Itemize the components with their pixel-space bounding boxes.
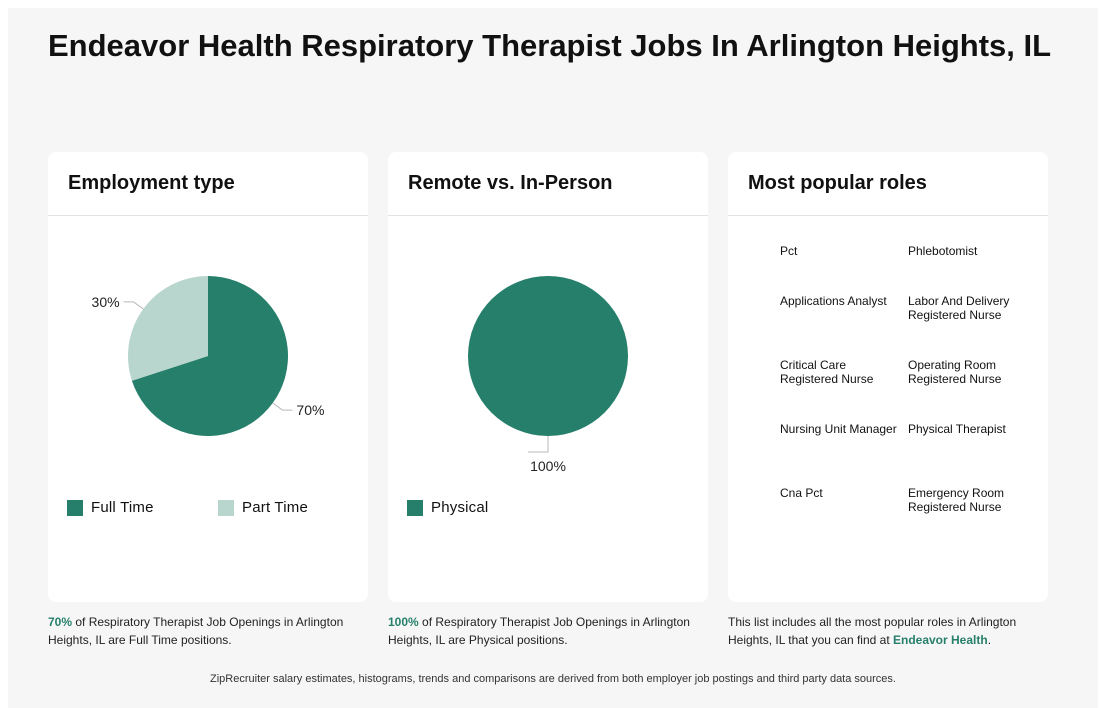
remote-pie-chart: 100% (468, 276, 628, 474)
role-item[interactable]: Operating Room Registered Nurse (908, 358, 1002, 386)
footer-note: ZipRecruiter salary estimates, histogram… (210, 673, 896, 685)
remote-vs-in-person-title: Remote vs. In-Person (408, 172, 613, 194)
legend-swatch (218, 500, 234, 516)
caption-highlight: 70% (48, 615, 73, 629)
pie-slice-label: 30% (92, 294, 120, 310)
pie-slice-label: 70% (296, 402, 324, 418)
caption-text: of Respiratory Therapist Job Openings in… (388, 615, 690, 647)
employment-type-card: Employment type 70% 30% Full Time Part Tim… (48, 152, 368, 602)
pie-slice-physical[interactable] (468, 276, 628, 436)
legend-swatch (67, 500, 83, 516)
pie-leader-line (272, 402, 293, 411)
role-item[interactable]: Physical Therapist (908, 422, 1006, 436)
employment-caption: 70% of Respiratory Therapist Job Opening… (48, 613, 368, 649)
card-header: Employment type (48, 152, 368, 216)
role-item[interactable]: Nursing Unit Manager (780, 422, 897, 436)
legend-label: Physical (431, 499, 489, 516)
employment-pie-chart: 70% 30% (92, 276, 324, 436)
role-item[interactable]: Phlebotomist (908, 244, 978, 258)
remote-caption: 100% of Respiratory Therapist Job Openin… (388, 613, 708, 649)
role-item[interactable]: Critical Care Registered Nurse (780, 358, 874, 386)
pie-leader-line (123, 301, 144, 310)
pie-leader-line (528, 436, 549, 453)
card-header: Most popular roles (728, 152, 1048, 216)
caption-highlight: 100% (388, 615, 419, 629)
legend-label: Full Time (91, 499, 154, 516)
role-item[interactable]: Labor And Delivery Registered Nurse (908, 294, 1010, 322)
caption-text: This list includes all the most popular … (728, 615, 1017, 647)
role-item[interactable]: Cna Pct (780, 486, 823, 500)
caption-end: . (987, 633, 992, 647)
role-item[interactable]: Pct (780, 244, 798, 258)
role-item[interactable]: Applications Analyst (780, 294, 887, 308)
legend-swatch (407, 500, 423, 516)
roles-caption: This list includes all the most popular … (728, 613, 1048, 649)
employer-link[interactable]: Endeavor Health (893, 633, 988, 647)
pie-slice-label: 100% (530, 458, 566, 474)
page-container: Endeavor Health Respiratory Therapist Jo… (8, 8, 1098, 708)
page-title: Endeavor Health Respiratory Therapist Jo… (48, 28, 1052, 63)
card-header: Remote vs. In-Person (388, 152, 708, 216)
remote-vs-in-person-card: Remote vs. In-Person 100% Physical (388, 152, 708, 602)
employment-type-title: Employment type (68, 172, 235, 194)
pie-slice-part-time[interactable] (128, 276, 208, 381)
popular-roles-card: Most popular roles Pct Phlebotomist Appl… (728, 152, 1048, 602)
pie-slice-full-time[interactable] (131, 276, 288, 436)
popular-roles-title: Most popular roles (748, 172, 927, 194)
caption-text: of Respiratory Therapist Job Openings in… (48, 615, 344, 647)
legend-label: Part Time (242, 499, 308, 516)
role-item[interactable]: Emergency Room Registered Nurse (908, 486, 1005, 514)
